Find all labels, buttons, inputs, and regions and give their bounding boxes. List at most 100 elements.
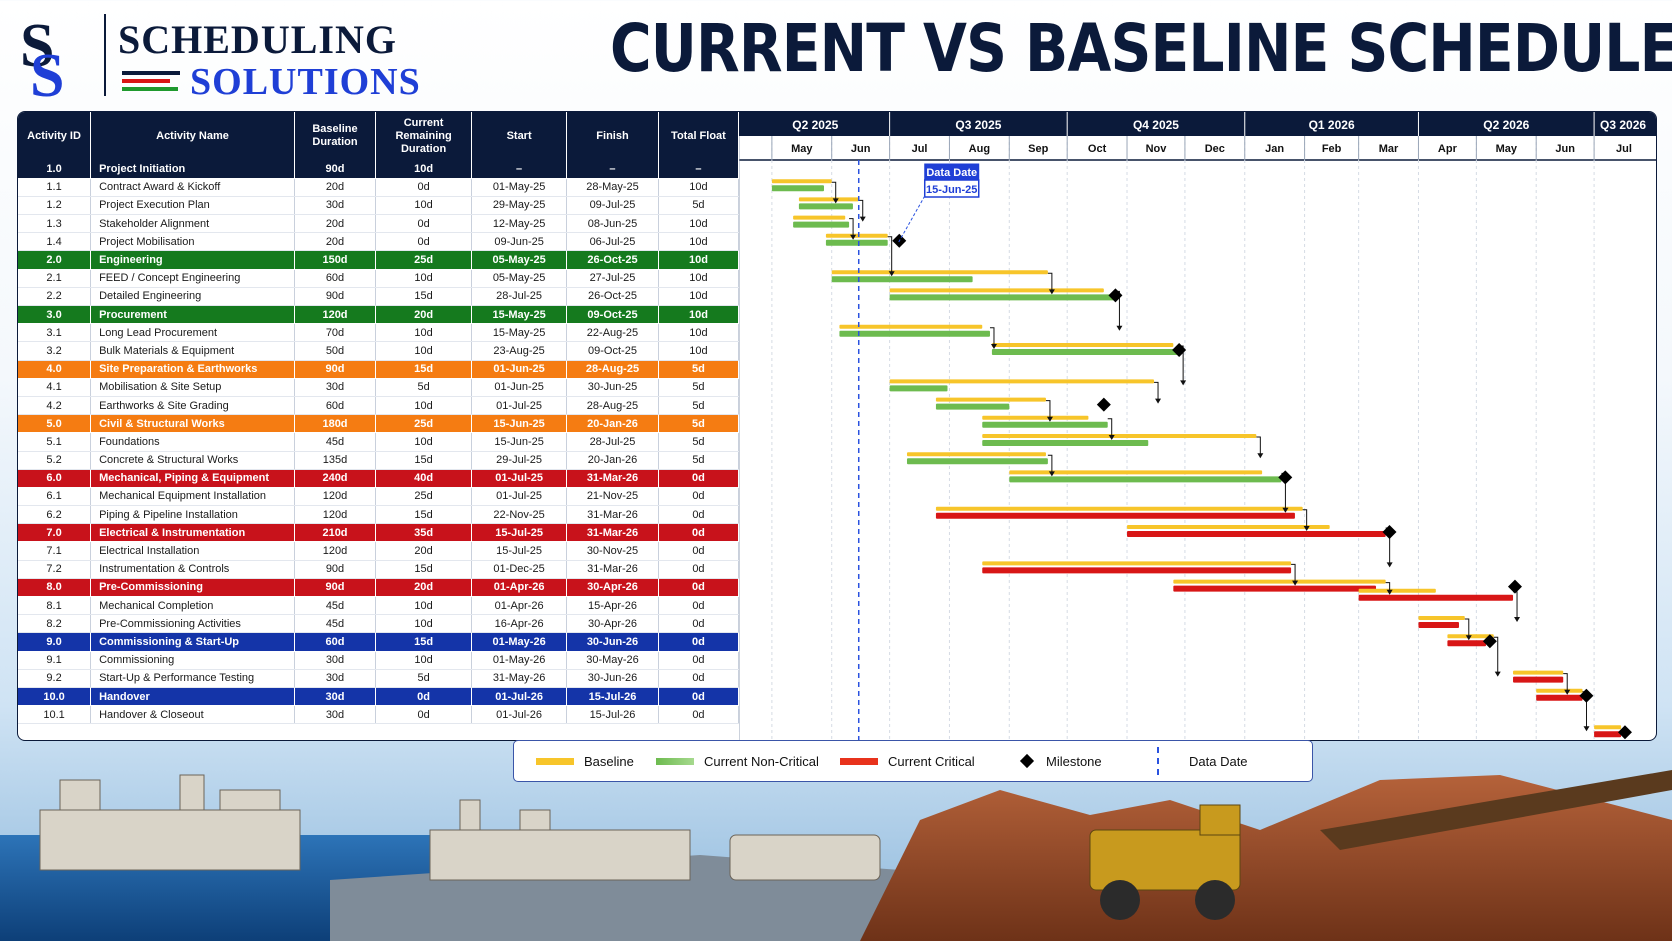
- summary-row[interactable]: 2.0 Engineering 150d 25d 05-May-25 26-Oct-25 1…: [18, 250, 740, 270]
- activity-id-cell: 3.2: [18, 341, 92, 361]
- activity-name-cell: Electrical Installation: [90, 541, 295, 561]
- finish-date-cell: 31-Mar-26: [566, 505, 659, 525]
- activity-name-cell: Pre-Commissioning Activities: [90, 614, 295, 634]
- baseline-duration-cell: 30d: [294, 651, 377, 670]
- summary-row[interactable]: 10.0 Handover 30d 0d 01-Jul-26 15-Jul-26 0d: [18, 687, 740, 707]
- finish-date-cell: 15-Apr-26: [566, 596, 659, 616]
- table-row[interactable]: 1.1 Contract Award & Kickoff 20d 0d 01-May-2…: [18, 178, 740, 197]
- baseline-duration-cell: 150d: [294, 250, 377, 270]
- finish-date-cell: 21-Nov-25: [566, 487, 659, 507]
- total-float-cell: 10d: [658, 341, 740, 361]
- col-header-activity-name[interactable]: Activity Name: [90, 112, 295, 160]
- start-date-cell: 22-Nov-25: [471, 505, 568, 525]
- total-float-cell: 10d: [658, 305, 740, 325]
- finish-date-cell: 28-Aug-25: [566, 360, 659, 379]
- remaining-duration-cell: 35d: [375, 523, 473, 543]
- remaining-duration-cell: 20d: [375, 541, 473, 561]
- baseline-duration-cell: 120d: [294, 487, 377, 507]
- table-row[interactable]: 8.2 Pre-Commissioning Activities 45d 10d 16-…: [18, 614, 740, 634]
- milestone-diamond-icon: [1482, 634, 1497, 649]
- finish-date-cell: 30-Jun-26: [566, 632, 659, 652]
- activity-id-cell: 1.0: [18, 160, 92, 179]
- table-row[interactable]: 9.2 Start-Up & Performance Testing 30d 5d 31…: [18, 669, 740, 688]
- baseline-duration-cell: 20d: [294, 178, 377, 197]
- month-label: Jul: [912, 143, 928, 155]
- table-row[interactable]: 5.2 Concrete & Structural Works 135d 15d 29-…: [18, 451, 740, 470]
- activity-id-cell: 10.0: [18, 687, 92, 707]
- start-date-cell: 29-May-25: [471, 196, 568, 216]
- summary-row[interactable]: 1.0 Project Initiation 90d 10d – – –: [18, 160, 740, 179]
- baseline-duration-cell: 210d: [294, 523, 377, 543]
- table-row[interactable]: 3.1 Long Lead Procurement 70d 10d 15-May-25 2…: [18, 323, 740, 343]
- table-row[interactable]: 3.2 Bulk Materials & Equipment 50d 10d 23-Au…: [18, 341, 740, 361]
- link-arrow-icon: [990, 344, 997, 349]
- remaining-duration-cell: 10d: [375, 396, 473, 416]
- finish-date-cell: 30-Jun-25: [566, 378, 659, 397]
- summary-row[interactable]: 4.0 Site Preparation & Earthworks 90d 15d 01…: [18, 360, 740, 379]
- activity-name-cell: Long Lead Procurement: [90, 323, 295, 343]
- activity-id-cell: 5.2: [18, 451, 92, 470]
- summary-row[interactable]: 5.0 Civil & Structural Works 180d 25d 15-Jun…: [18, 414, 740, 434]
- baseline-duration-cell: 30d: [294, 669, 377, 688]
- start-date-cell: 15-Jul-25: [471, 523, 568, 543]
- start-date-cell: 01-Jul-26: [471, 705, 568, 725]
- total-float-cell: 0d: [658, 578, 740, 598]
- baseline-bar: [991, 343, 1174, 347]
- total-float-cell: 0d: [658, 705, 740, 725]
- col-header-baseline-duration[interactable]: Baseline Duration: [294, 112, 377, 160]
- finish-date-cell: 26-Oct-25: [566, 250, 659, 270]
- table-row[interactable]: 10.1 Handover & Closeout 30d 0d 01-Jul-26 15-…: [18, 705, 740, 725]
- col-header-finish[interactable]: Finish: [566, 112, 659, 160]
- summary-row[interactable]: 8.0 Pre-Commissioning 90d 20d 01-Apr-26 30-Ap…: [18, 578, 740, 598]
- table-row[interactable]: 9.1 Commissioning 30d 10d 01-May-26 30-May-26…: [18, 651, 740, 670]
- col-header-remaining-duration[interactable]: Current Remaining Duration: [375, 112, 473, 160]
- baseline-duration-cell: 45d: [294, 614, 377, 634]
- col-header-total-float[interactable]: Total Float: [658, 112, 740, 160]
- activity-id-cell: 1.1: [18, 178, 92, 197]
- activity-id-cell: 6.2: [18, 505, 92, 525]
- critical-swatch-icon: [840, 757, 878, 765]
- table-row[interactable]: 4.2 Earthworks & Site Grading 60d 10d 01-Jul…: [18, 396, 740, 416]
- activity-name-cell: Handover: [90, 687, 295, 707]
- activity-id-cell: 1.4: [18, 232, 92, 252]
- summary-row[interactable]: 3.0 Procurement 120d 20d 15-May-25 09-Oct-25 1…: [18, 305, 740, 325]
- table-row[interactable]: 5.1 Foundations 45d 10d 15-Jun-25 28-Jul-25 5d: [18, 432, 740, 452]
- remaining-duration-cell: 40d: [375, 469, 473, 488]
- activity-id-cell: 5.0: [18, 414, 92, 434]
- table-row[interactable]: 7.1 Electrical Installation 120d 20d 15-Jul-…: [18, 541, 740, 561]
- table-row[interactable]: 1.4 Project Mobilisation 20d 0d 09-Jun-25 06-…: [18, 232, 740, 252]
- table-row[interactable]: 2.2 Detailed Engineering 90d 15d 28-Jul-25 26…: [18, 287, 740, 307]
- table-row[interactable]: 1.2 Project Execution Plan 30d 10d 29-May-25…: [18, 196, 740, 216]
- legend: Baseline Current Non-Critical Current Cr…: [513, 740, 1313, 782]
- summary-row[interactable]: 6.0 Mechanical, Piping & Equipment 240d 40d…: [18, 469, 740, 488]
- baseline-duration-cell: 45d: [294, 432, 377, 452]
- col-header-start[interactable]: Start: [471, 112, 568, 160]
- summary-row[interactable]: 9.0 Commissioning & Start-Up 60d 15d 01-May-…: [18, 632, 740, 652]
- table-row[interactable]: 4.1 Mobilisation & Site Setup 30d 5d 01-Jun-…: [18, 378, 740, 397]
- activity-name-cell: Start-Up & Performance Testing: [90, 669, 295, 688]
- table-row[interactable]: 8.1 Mechanical Completion 45d 10d 01-Apr-26 1…: [18, 596, 740, 616]
- activity-name-cell: Commissioning: [90, 651, 295, 670]
- quarter-label: Q4 2025: [1133, 118, 1179, 132]
- total-float-cell: 10d: [658, 250, 740, 270]
- remaining-duration-cell: 15d: [375, 560, 473, 579]
- quarter-label: Q3 2026: [1600, 118, 1646, 132]
- legend-item-critical: Current Critical: [840, 741, 975, 781]
- table-row[interactable]: 1.3 Stakeholder Alignment 20d 0d 12-May-25 08…: [18, 214, 740, 234]
- table-row[interactable]: 6.2 Piping & Pipeline Installation 120d 15d…: [18, 505, 740, 525]
- logic-link: [1513, 591, 1518, 621]
- table-row[interactable]: 7.2 Instrumentation & Controls 90d 15d 01-De…: [18, 560, 740, 579]
- baseline-bar: [1594, 725, 1622, 730]
- table-row[interactable]: 2.1 FEED / Concept Engineering 60d 10d 05-Ma…: [18, 269, 740, 288]
- summary-row[interactable]: 7.0 Electrical & Instrumentation 210d 35d 15…: [18, 523, 740, 543]
- start-date-cell: 15-May-25: [471, 323, 568, 343]
- activity-id-cell: 1.3: [18, 214, 92, 234]
- remaining-duration-cell: 25d: [375, 487, 473, 507]
- activity-name-cell: Electrical & Instrumentation: [90, 523, 295, 543]
- current-noncritical-bar: [982, 421, 1108, 428]
- start-date-cell: 01-Jun-25: [471, 378, 568, 397]
- baseline-duration-cell: 60d: [294, 632, 377, 652]
- table-row[interactable]: 6.1 Mechanical Equipment Installation 120d…: [18, 487, 740, 507]
- col-header-activity-id[interactable]: Activity ID: [18, 112, 92, 160]
- finish-date-cell: 08-Jun-25: [566, 214, 659, 234]
